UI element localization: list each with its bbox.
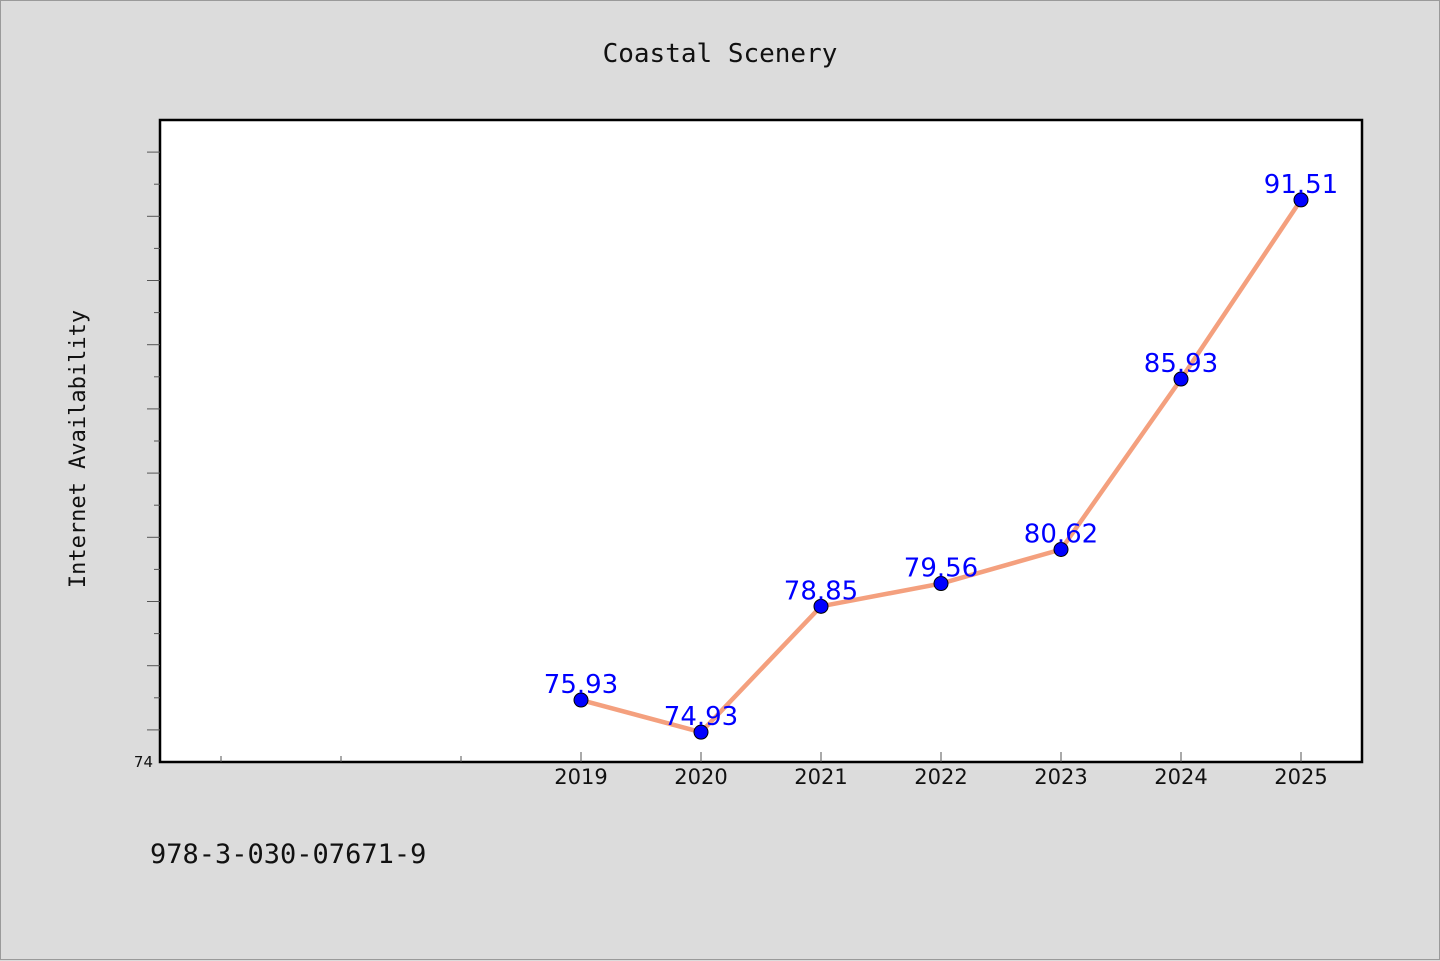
data-label: 74.93	[664, 702, 738, 732]
isbn-footer: 978-3-030-07671-9	[150, 839, 426, 870]
y-axis-label: Internet Availability	[66, 310, 91, 588]
data-label: 80.62	[1024, 519, 1098, 549]
x-tick-label: 2020	[674, 765, 727, 789]
data-label: 85.93	[1144, 349, 1218, 379]
data-point	[813, 598, 829, 614]
x-tick-label: 2022	[914, 765, 967, 789]
data-label: 79.56	[904, 554, 978, 584]
data-label: 91.51	[1264, 170, 1338, 200]
data-point	[693, 724, 709, 740]
data-points	[573, 192, 1309, 740]
data-point	[573, 692, 589, 708]
data-point	[1293, 192, 1309, 208]
x-tick-label: 2024	[1154, 765, 1207, 789]
x-tick-label: 2021	[794, 765, 847, 789]
x-axis-minor-ticks	[220, 756, 462, 762]
x-tick-label: 2025	[1274, 765, 1327, 789]
data-labels: 75.93 74.93 78.85 79.56 80.62 85.93 91.51	[544, 170, 1338, 732]
x-tick-label: 2019	[554, 765, 607, 789]
plot-area	[158, 118, 1364, 764]
data-point	[1053, 541, 1069, 557]
y-tick-label: 74	[134, 753, 153, 771]
data-label: 75.93	[544, 670, 618, 700]
data-point	[1173, 371, 1189, 387]
x-tick-label: 2023	[1034, 765, 1087, 789]
x-axis-ticks: 2019 2020 2021 2022 2023 2024 2025	[554, 752, 1328, 789]
data-label: 78.85	[784, 576, 858, 606]
data-point	[933, 576, 949, 592]
chart-title: Coastal Scenery	[603, 39, 838, 69]
y-axis-ticks: 74	[134, 151, 160, 771]
